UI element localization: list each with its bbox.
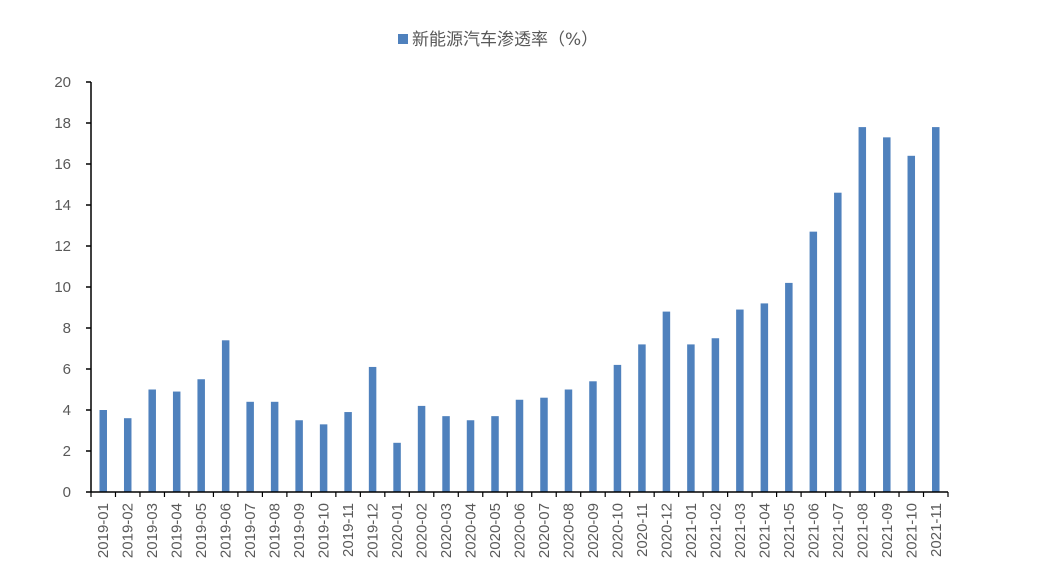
y-tick-label: 16	[54, 156, 71, 173]
legend-swatch	[398, 34, 408, 44]
bar-2021-02	[711, 338, 720, 492]
y-tick-label: 4	[63, 402, 71, 419]
bar-2019-02	[123, 418, 132, 492]
bar-2020-07	[540, 397, 548, 492]
x-tick-label: 2020-08	[560, 503, 577, 558]
x-tick-label: 2021-09	[879, 503, 896, 558]
bar-2020-10	[613, 364, 622, 492]
y-tick-label: 18	[54, 115, 71, 132]
bar-2021-03	[736, 309, 744, 492]
x-tick-label: 2019-07	[242, 503, 259, 558]
bar-2019-08	[270, 401, 279, 492]
bar-2021-07	[834, 192, 842, 492]
bar-2020-09	[589, 381, 597, 492]
bar-2020-06	[515, 399, 524, 492]
bar-2020-01	[393, 442, 401, 492]
bar-2019-05	[197, 379, 205, 492]
x-tick-label: 2020-03	[438, 503, 455, 558]
y-tick-label: 8	[63, 320, 71, 337]
bar-2021-01	[687, 344, 695, 492]
bar-2021-11	[932, 127, 940, 492]
x-tick-label: 2020-02	[414, 503, 431, 558]
x-tick-label: 2020-05	[487, 503, 504, 558]
x-tick-label: 2019-08	[267, 503, 284, 558]
bar-2019-09	[295, 420, 303, 492]
bar-2021-06	[809, 231, 818, 492]
x-tick-label: 2020-09	[585, 503, 602, 558]
bar-2021-04	[760, 303, 769, 492]
bar-2020-03	[442, 416, 450, 492]
bars	[99, 127, 940, 493]
x-tick-label: 2020-07	[536, 503, 553, 558]
x-tick-label: 2021-06	[805, 503, 822, 558]
bar-2019-10	[319, 424, 328, 492]
bar-2019-12	[368, 366, 377, 492]
bar-2019-06	[221, 340, 230, 492]
x-tick-label: 2019-10	[316, 503, 333, 558]
x-tick-label: 2021-04	[756, 503, 773, 558]
x-tick-label: 2019-12	[365, 503, 382, 558]
x-tick-label: 2021-11	[928, 503, 945, 557]
bar-2021-05	[785, 282, 793, 492]
x-tick-label: 2021-07	[830, 503, 847, 558]
bar-2019-01	[99, 410, 107, 492]
x-tick-label: 2019-02	[120, 503, 137, 558]
x-axis: 2019-01 2019-02 2019-03 2019-04 2019-05 2019-…	[90, 491, 949, 558]
x-tick-label: 2021-05	[781, 503, 798, 558]
y-tick-label: 2	[63, 443, 71, 460]
legend: 新能源汽车渗透率（%）	[398, 30, 598, 50]
x-tick-label: 2020-10	[609, 503, 626, 558]
x-tick-label: 2020-06	[512, 503, 529, 558]
x-tick-label: 2021-01	[683, 503, 700, 558]
bar-2019-04	[172, 391, 181, 492]
x-tick-label: 2019-03	[144, 503, 161, 558]
y-tick-label: 12	[54, 238, 71, 255]
x-tick-label: 2019-11	[340, 503, 357, 557]
x-tick-label: 2019-09	[291, 503, 308, 558]
bar-2020-12	[662, 311, 671, 492]
bar-2020-11	[638, 344, 646, 492]
bar-2021-08	[858, 127, 867, 492]
y-tick-label: 6	[63, 361, 71, 378]
x-tick-label: 2021-10	[903, 503, 920, 558]
y-tick-label: 10	[54, 279, 71, 296]
bar-2020-08	[564, 389, 573, 492]
x-tick-label: 2020-01	[389, 503, 406, 558]
legend-label: 新能源汽车渗透率（%）	[412, 30, 598, 50]
x-tick-label: 2020-12	[658, 503, 675, 558]
x-tick-label: 2020-04	[463, 503, 480, 558]
bar-2019-07	[246, 401, 254, 492]
bar-2020-02	[417, 405, 426, 492]
bar-2020-05	[491, 416, 499, 492]
x-tick-label: 2021-02	[707, 503, 724, 558]
bar-2020-04	[466, 420, 475, 492]
x-tick-label: 2019-04	[169, 503, 186, 558]
y-tick-label: 0	[63, 484, 71, 501]
x-tick-label: 2019-06	[218, 503, 235, 558]
bar-2021-09	[883, 137, 891, 492]
x-tick-label: 2020-11	[634, 503, 651, 557]
x-tick-label: 2019-01	[95, 503, 112, 558]
x-tick-label: 2021-08	[854, 503, 871, 558]
x-tick-label: 2019-05	[193, 503, 210, 558]
bar-2019-11	[344, 412, 352, 492]
y-tick-label: 14	[54, 197, 71, 214]
x-tick-label: 2021-03	[732, 503, 749, 558]
bar-2021-10	[907, 155, 916, 493]
y-axis: 0 2 4 6 8 10 12 14 16 18 20	[54, 74, 92, 501]
y-tick-label: 20	[54, 74, 71, 91]
bar-2019-03	[148, 389, 156, 492]
